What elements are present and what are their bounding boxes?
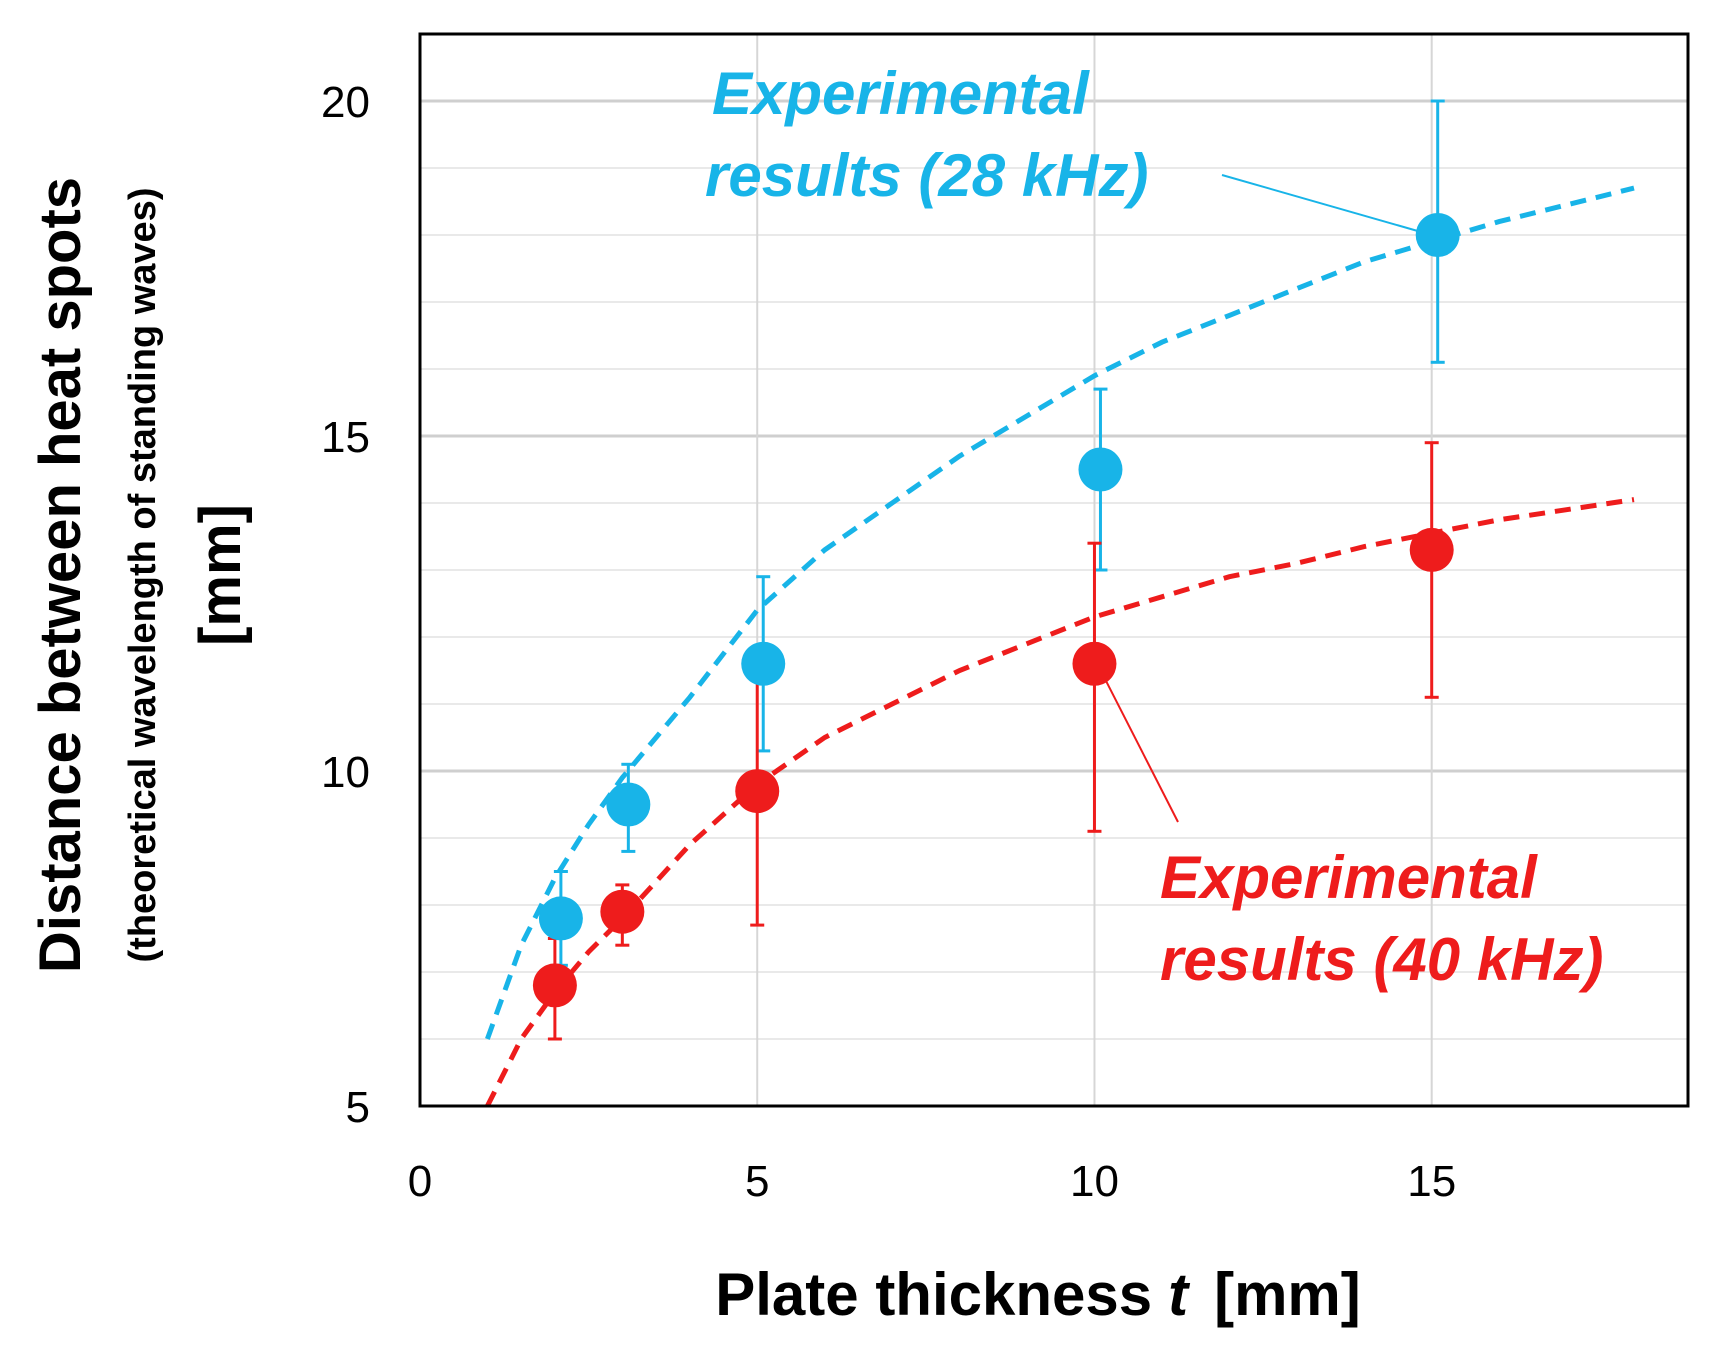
data-point-40khz: [735, 769, 780, 814]
y-axis-label-unit: [mm]: [188, 504, 253, 646]
data-point-40khz: [600, 889, 645, 934]
x-tick-label: 5: [745, 1157, 769, 1206]
annotation-28khz-line1: Experimental: [712, 60, 1090, 127]
x-tick-label: 10: [1070, 1157, 1119, 1206]
data-point-40khz: [1409, 527, 1454, 572]
y-tick-label: 15: [321, 413, 370, 462]
annotation-28khz-line2: results (28 kHz): [705, 142, 1149, 209]
annotation-40khz-line2: results (40 kHz): [1160, 926, 1604, 993]
x-axis-label-variable: t: [1168, 1261, 1191, 1328]
x-axis-label: Plate thickness t [mm]: [715, 1261, 1361, 1328]
data-point-40khz: [532, 963, 577, 1008]
plot-frame: [418, 32, 1690, 1108]
leader-line-40khz: [1105, 681, 1179, 823]
data-point-28khz: [741, 641, 786, 686]
data-point-28khz: [1078, 447, 1123, 492]
leader-line-28khz: [1221, 174, 1418, 232]
annotation-40khz-line1: Experimental: [1160, 844, 1538, 911]
y-axis-label-sub: (theoretical wavelength of standing wave…: [122, 188, 164, 963]
y-tick-label: 5: [346, 1083, 370, 1132]
data-point-28khz: [538, 896, 583, 941]
fit-curve-40khz: [485, 497, 1635, 1108]
y-tick-label: 10: [321, 748, 370, 797]
x-axis-label-unit: [mm]: [1214, 1261, 1361, 1328]
data-point-28khz: [1415, 213, 1460, 257]
x-axis-label-text: Plate thickness: [715, 1261, 1152, 1328]
x-tick-label: 15: [1407, 1157, 1456, 1206]
x-tick-label: 0: [408, 1157, 432, 1206]
fit-curve-28khz: [485, 185, 1635, 1040]
y-tick-label: 20: [321, 78, 370, 127]
data-point-40khz: [1072, 641, 1117, 686]
data-point-28khz: [606, 782, 651, 827]
y-axis-label-main: Distance between heat spots: [28, 177, 93, 973]
